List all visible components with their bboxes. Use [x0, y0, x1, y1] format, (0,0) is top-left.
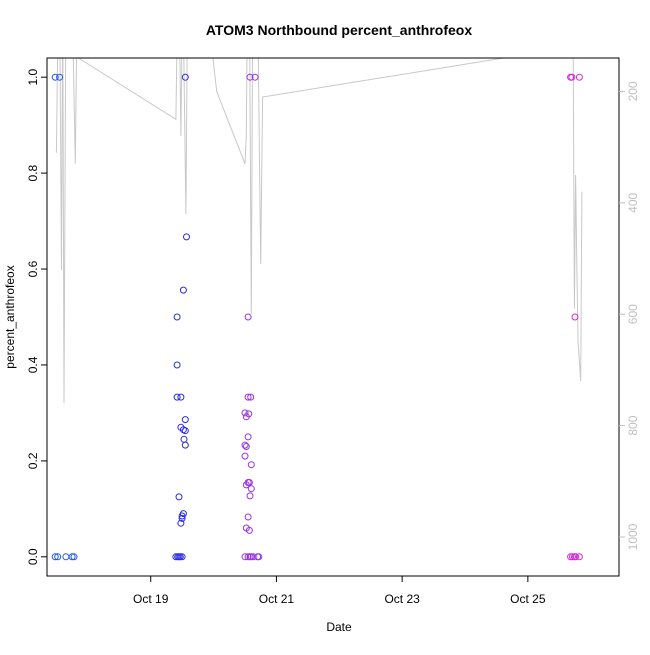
data-point — [183, 233, 190, 241]
chart-title: ATOM3 Northbound percent_anthrofeox — [206, 22, 472, 38]
data-point — [181, 73, 189, 81]
data-point — [241, 441, 249, 449]
data-point — [246, 73, 254, 81]
data-point — [178, 514, 186, 522]
data-point — [173, 361, 181, 369]
altitude-line-segment — [55, 58, 188, 404]
data-point — [173, 313, 181, 321]
data-point — [247, 393, 255, 401]
data-point — [241, 452, 249, 460]
data-point — [62, 553, 70, 561]
right-tick-label: 600 — [626, 304, 640, 324]
data-point — [244, 313, 252, 321]
altitude-line-segment — [212, 58, 583, 382]
data-point — [247, 461, 255, 469]
y-axis-label: percent_anthrofeox — [3, 265, 17, 368]
data-point — [56, 73, 64, 81]
data-point — [70, 553, 78, 561]
data-point — [177, 393, 185, 401]
data-point — [51, 73, 59, 81]
data-point — [244, 433, 252, 441]
data-point — [242, 443, 250, 450]
y-tick-label: 1.0 — [26, 69, 40, 86]
x-axis-label: Date — [326, 620, 352, 634]
data-point — [181, 441, 189, 449]
x-axis: Oct 19 Oct 21 Oct 23 Oct 25 — [133, 575, 546, 606]
data-point — [178, 553, 186, 561]
y-tick-label: 0.2 — [26, 452, 40, 469]
right-tick-label: 200 — [626, 81, 640, 101]
data-point — [571, 313, 579, 321]
data-point — [54, 553, 62, 561]
x-tick-label: Oct 25 — [510, 592, 546, 606]
data-point — [177, 519, 185, 527]
data-point — [245, 526, 253, 534]
data-point — [68, 553, 76, 561]
data-point — [251, 73, 259, 81]
data-point — [51, 553, 59, 561]
y-axis: 0.0 0.2 0.4 0.6 0.8 1.0 — [26, 69, 48, 565]
data-point — [567, 553, 575, 561]
data-point — [181, 416, 189, 424]
data-point — [246, 492, 254, 500]
right-tick-label: 800 — [626, 415, 640, 435]
right-tick-label: 1000 — [626, 523, 640, 550]
y-tick-label: 0.0 — [26, 548, 40, 565]
data-point — [178, 512, 186, 520]
data-point — [572, 553, 580, 561]
data-point — [568, 73, 576, 81]
data-point — [181, 427, 189, 435]
data-point — [175, 493, 183, 501]
data-point — [244, 553, 252, 561]
x-tick-label: Oct 21 — [259, 592, 295, 606]
data-point — [575, 553, 583, 561]
data-point — [569, 553, 576, 561]
data-point — [242, 413, 250, 421]
data-point — [180, 435, 188, 443]
plot-frame — [46, 57, 620, 577]
right-tick-label: 400 — [626, 192, 640, 212]
data-point — [244, 513, 252, 521]
data-point — [173, 393, 181, 401]
y-tick-label: 0.8 — [26, 164, 40, 181]
x-tick-label: Oct 19 — [133, 592, 169, 606]
x-tick-label: Oct 23 — [384, 592, 420, 606]
data-point — [255, 553, 263, 561]
data-point — [245, 479, 253, 486]
data-points-layer — [51, 73, 583, 561]
y-tick-label: 0.4 — [26, 356, 40, 373]
right-altitude-axis: 200 400 600 800 1000 — [619, 81, 640, 550]
y-tick-label: 0.6 — [26, 260, 40, 277]
altitude-line-layer — [55, 58, 583, 404]
data-point — [247, 485, 255, 493]
data-point — [575, 73, 583, 81]
data-point — [244, 393, 252, 401]
data-point — [241, 409, 249, 417]
data-point — [179, 286, 187, 294]
